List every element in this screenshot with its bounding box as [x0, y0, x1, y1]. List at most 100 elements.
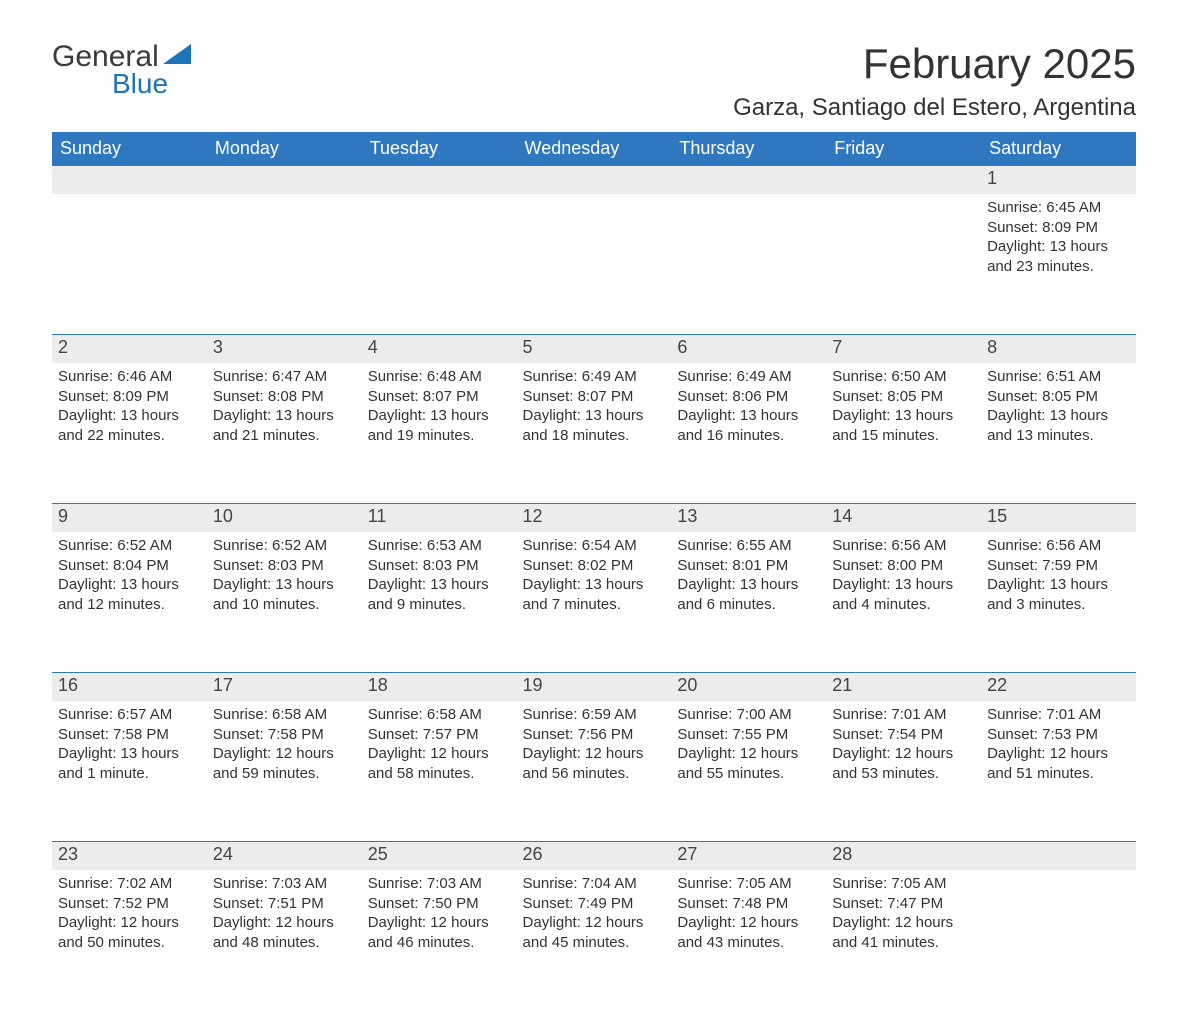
day-details	[981, 870, 1136, 874]
day-sunset: Sunset: 7:57 PM	[368, 725, 511, 745]
day-daylight1: Daylight: 12 hours	[677, 744, 820, 764]
day-sunrise: Sunrise: 6:52 AM	[58, 536, 201, 556]
day-daylight1: Daylight: 13 hours	[832, 406, 975, 426]
day-number-cell: 14	[826, 504, 981, 533]
day-number-cell: 6	[671, 335, 826, 364]
day-daylight1: Daylight: 13 hours	[58, 575, 201, 595]
day-cell: Sunrise: 7:03 AMSunset: 7:50 PMDaylight:…	[362, 870, 517, 996]
day-number-cell: 16	[52, 673, 207, 702]
day-sunrise: Sunrise: 6:47 AM	[213, 367, 356, 387]
day-sunset: Sunset: 8:02 PM	[523, 556, 666, 576]
day-sunset: Sunset: 7:51 PM	[213, 894, 356, 914]
day-cell: Sunrise: 6:45 AMSunset: 8:09 PMDaylight:…	[981, 194, 1136, 320]
day-daylight2: and 1 minute.	[58, 764, 201, 784]
day-sunset: Sunset: 7:59 PM	[987, 556, 1130, 576]
day-number-row: 232425262728	[52, 842, 1136, 871]
day-cell: Sunrise: 7:01 AMSunset: 7:53 PMDaylight:…	[981, 701, 1136, 827]
day-daylight2: and 46 minutes.	[368, 933, 511, 953]
day-sunset: Sunset: 8:08 PM	[213, 387, 356, 407]
day-details: Sunrise: 7:04 AMSunset: 7:49 PMDaylight:…	[517, 870, 672, 952]
day-number-row: 1	[52, 166, 1136, 195]
day-details: Sunrise: 6:56 AMSunset: 8:00 PMDaylight:…	[826, 532, 981, 614]
day-details	[52, 194, 207, 198]
day-details: Sunrise: 7:03 AMSunset: 7:50 PMDaylight:…	[362, 870, 517, 952]
day-cell: Sunrise: 7:05 AMSunset: 7:48 PMDaylight:…	[671, 870, 826, 996]
day-cell: Sunrise: 6:52 AMSunset: 8:04 PMDaylight:…	[52, 532, 207, 658]
day-cell: Sunrise: 6:55 AMSunset: 8:01 PMDaylight:…	[671, 532, 826, 658]
day-details: Sunrise: 6:52 AMSunset: 8:04 PMDaylight:…	[52, 532, 207, 614]
day-daylight1: Daylight: 13 hours	[213, 575, 356, 595]
day-number-cell: 15	[981, 504, 1136, 533]
day-daylight2: and 19 minutes.	[368, 426, 511, 446]
day-details: Sunrise: 6:58 AMSunset: 7:58 PMDaylight:…	[207, 701, 362, 783]
day-number-cell	[671, 166, 826, 195]
day-number-cell: 11	[362, 504, 517, 533]
day-cell: Sunrise: 6:46 AMSunset: 8:09 PMDaylight:…	[52, 363, 207, 489]
calendar-page: General Blue February 2025 Garza, Santia…	[0, 0, 1188, 1036]
day-sunrise: Sunrise: 7:04 AM	[523, 874, 666, 894]
day-cell	[671, 194, 826, 320]
day-daylight1: Daylight: 12 hours	[368, 744, 511, 764]
day-daylight1: Daylight: 13 hours	[58, 406, 201, 426]
day-sunset: Sunset: 8:01 PM	[677, 556, 820, 576]
day-number-cell	[517, 166, 672, 195]
day-number-cell	[362, 166, 517, 195]
day-sunrise: Sunrise: 7:01 AM	[832, 705, 975, 725]
day-sunset: Sunset: 7:55 PM	[677, 725, 820, 745]
weekday-header: Sunday	[52, 132, 207, 166]
day-sunset: Sunset: 8:07 PM	[368, 387, 511, 407]
calendar-body: 1Sunrise: 6:45 AMSunset: 8:09 PMDaylight…	[52, 166, 1136, 997]
day-body-row: Sunrise: 6:46 AMSunset: 8:09 PMDaylight:…	[52, 363, 1136, 489]
day-sunrise: Sunrise: 6:58 AM	[368, 705, 511, 725]
day-cell: Sunrise: 6:53 AMSunset: 8:03 PMDaylight:…	[362, 532, 517, 658]
day-details: Sunrise: 6:45 AMSunset: 8:09 PMDaylight:…	[981, 194, 1136, 276]
day-daylight2: and 48 minutes.	[213, 933, 356, 953]
day-cell: Sunrise: 6:58 AMSunset: 7:58 PMDaylight:…	[207, 701, 362, 827]
week-separator	[52, 658, 1136, 673]
day-daylight2: and 3 minutes.	[987, 595, 1130, 615]
day-daylight2: and 9 minutes.	[368, 595, 511, 615]
day-number-row: 2345678	[52, 335, 1136, 364]
day-details	[207, 194, 362, 198]
day-sunrise: Sunrise: 7:05 AM	[677, 874, 820, 894]
day-cell	[207, 194, 362, 320]
day-sunset: Sunset: 8:05 PM	[987, 387, 1130, 407]
day-daylight2: and 6 minutes.	[677, 595, 820, 615]
day-sunset: Sunset: 7:50 PM	[368, 894, 511, 914]
day-sunrise: Sunrise: 7:05 AM	[832, 874, 975, 894]
day-cell: Sunrise: 7:00 AMSunset: 7:55 PMDaylight:…	[671, 701, 826, 827]
day-daylight1: Daylight: 12 hours	[368, 913, 511, 933]
weekday-header: Monday	[207, 132, 362, 166]
day-number-row: 9101112131415	[52, 504, 1136, 533]
day-body-row: Sunrise: 6:57 AMSunset: 7:58 PMDaylight:…	[52, 701, 1136, 827]
day-daylight1: Daylight: 12 hours	[58, 913, 201, 933]
day-daylight1: Daylight: 12 hours	[523, 744, 666, 764]
day-cell	[52, 194, 207, 320]
day-daylight2: and 23 minutes.	[987, 257, 1130, 277]
day-daylight1: Daylight: 13 hours	[523, 575, 666, 595]
day-details: Sunrise: 6:50 AMSunset: 8:05 PMDaylight:…	[826, 363, 981, 445]
day-daylight2: and 12 minutes.	[58, 595, 201, 615]
day-sunset: Sunset: 7:52 PM	[58, 894, 201, 914]
day-sunset: Sunset: 7:58 PM	[213, 725, 356, 745]
day-details	[362, 194, 517, 198]
day-sunset: Sunset: 7:49 PM	[523, 894, 666, 914]
day-number-cell: 18	[362, 673, 517, 702]
month-title: February 2025	[733, 40, 1136, 88]
day-daylight1: Daylight: 13 hours	[987, 575, 1130, 595]
day-details: Sunrise: 7:00 AMSunset: 7:55 PMDaylight:…	[671, 701, 826, 783]
day-daylight1: Daylight: 13 hours	[987, 406, 1130, 426]
week-separator	[52, 827, 1136, 842]
day-details: Sunrise: 6:58 AMSunset: 7:57 PMDaylight:…	[362, 701, 517, 783]
day-details: Sunrise: 6:48 AMSunset: 8:07 PMDaylight:…	[362, 363, 517, 445]
day-body-row: Sunrise: 7:02 AMSunset: 7:52 PMDaylight:…	[52, 870, 1136, 996]
day-details	[826, 194, 981, 198]
day-number-cell: 23	[52, 842, 207, 871]
day-sunset: Sunset: 8:03 PM	[368, 556, 511, 576]
day-details: Sunrise: 6:59 AMSunset: 7:56 PMDaylight:…	[517, 701, 672, 783]
day-sunrise: Sunrise: 6:50 AM	[832, 367, 975, 387]
day-daylight2: and 41 minutes.	[832, 933, 975, 953]
day-daylight2: and 56 minutes.	[523, 764, 666, 784]
day-daylight1: Daylight: 12 hours	[213, 744, 356, 764]
day-daylight2: and 4 minutes.	[832, 595, 975, 615]
